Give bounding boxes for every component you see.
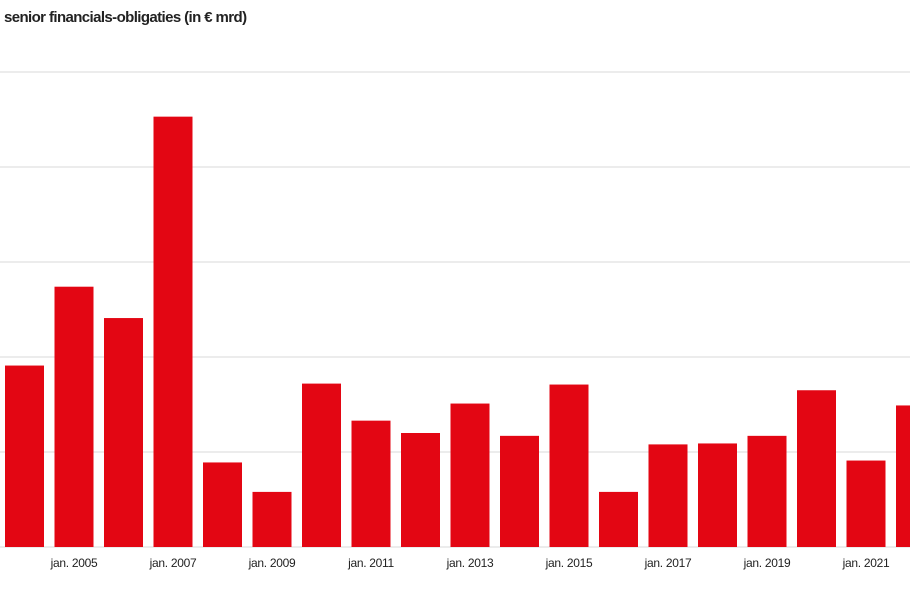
bar	[54, 286, 94, 547]
bar	[896, 405, 910, 547]
x-tick-label: jan. 2019	[743, 556, 791, 570]
x-tick-label: jan. 2011	[347, 556, 394, 570]
bar	[5, 365, 44, 547]
bar	[698, 443, 737, 547]
bar	[648, 444, 688, 547]
x-tick-label: jan. 2021	[842, 556, 890, 570]
bar	[203, 462, 242, 547]
x-tick-label: jan. 2013	[446, 556, 494, 570]
x-tick-label: jan. 2009	[248, 556, 296, 570]
bar	[302, 383, 341, 547]
bar	[797, 390, 836, 547]
bar	[153, 116, 193, 548]
x-tick-label: jan. 2015	[545, 556, 593, 570]
chart-title: senior financials-obligaties (in € mrd)	[4, 9, 247, 26]
x-tick-label: jan. 2005	[50, 556, 98, 570]
bar	[846, 460, 886, 547]
bar	[599, 491, 638, 547]
bar	[450, 403, 490, 547]
bar	[351, 420, 391, 547]
bar	[401, 433, 440, 547]
bar	[104, 318, 143, 547]
bar	[549, 384, 589, 547]
bar	[500, 435, 539, 547]
x-tick-label: jan. 2007	[149, 556, 197, 570]
bar	[252, 491, 292, 547]
x-tick-label: jan. 2017	[644, 556, 692, 570]
bar	[747, 435, 787, 547]
